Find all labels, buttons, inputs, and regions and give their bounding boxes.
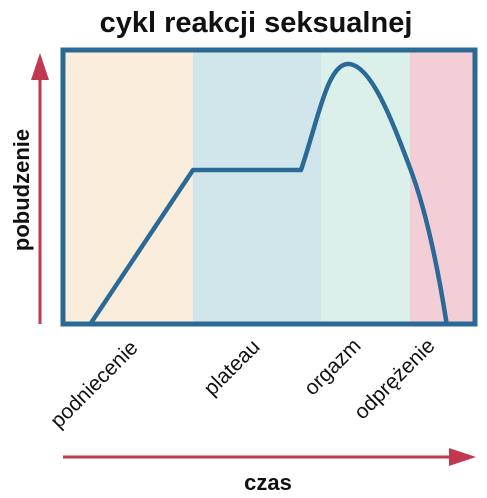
x-axis-label: czas <box>244 470 292 495</box>
chart-frame <box>60 47 478 327</box>
phase-band-odprezenie <box>410 50 475 324</box>
diagram-title: cykl reakcji seksualnej <box>100 7 413 39</box>
phase-bands <box>63 50 475 324</box>
y-axis-label: pobudzenie <box>9 129 34 251</box>
phase-band-orgazm <box>321 50 410 324</box>
phase-band-plateau <box>193 50 321 324</box>
y-axis-arrow <box>31 53 49 324</box>
x-axis-arrow <box>63 448 476 466</box>
phase-label-orgazm: orgazm <box>300 334 366 400</box>
phase-label-plateau: plateau <box>200 335 265 400</box>
phase-label-odprezenie: odprężenie <box>350 334 440 424</box>
phase-label-podniecenie: podniecenie <box>46 336 142 432</box>
phase-band-podniecenie <box>63 50 193 324</box>
arousal-curve <box>87 61 449 324</box>
